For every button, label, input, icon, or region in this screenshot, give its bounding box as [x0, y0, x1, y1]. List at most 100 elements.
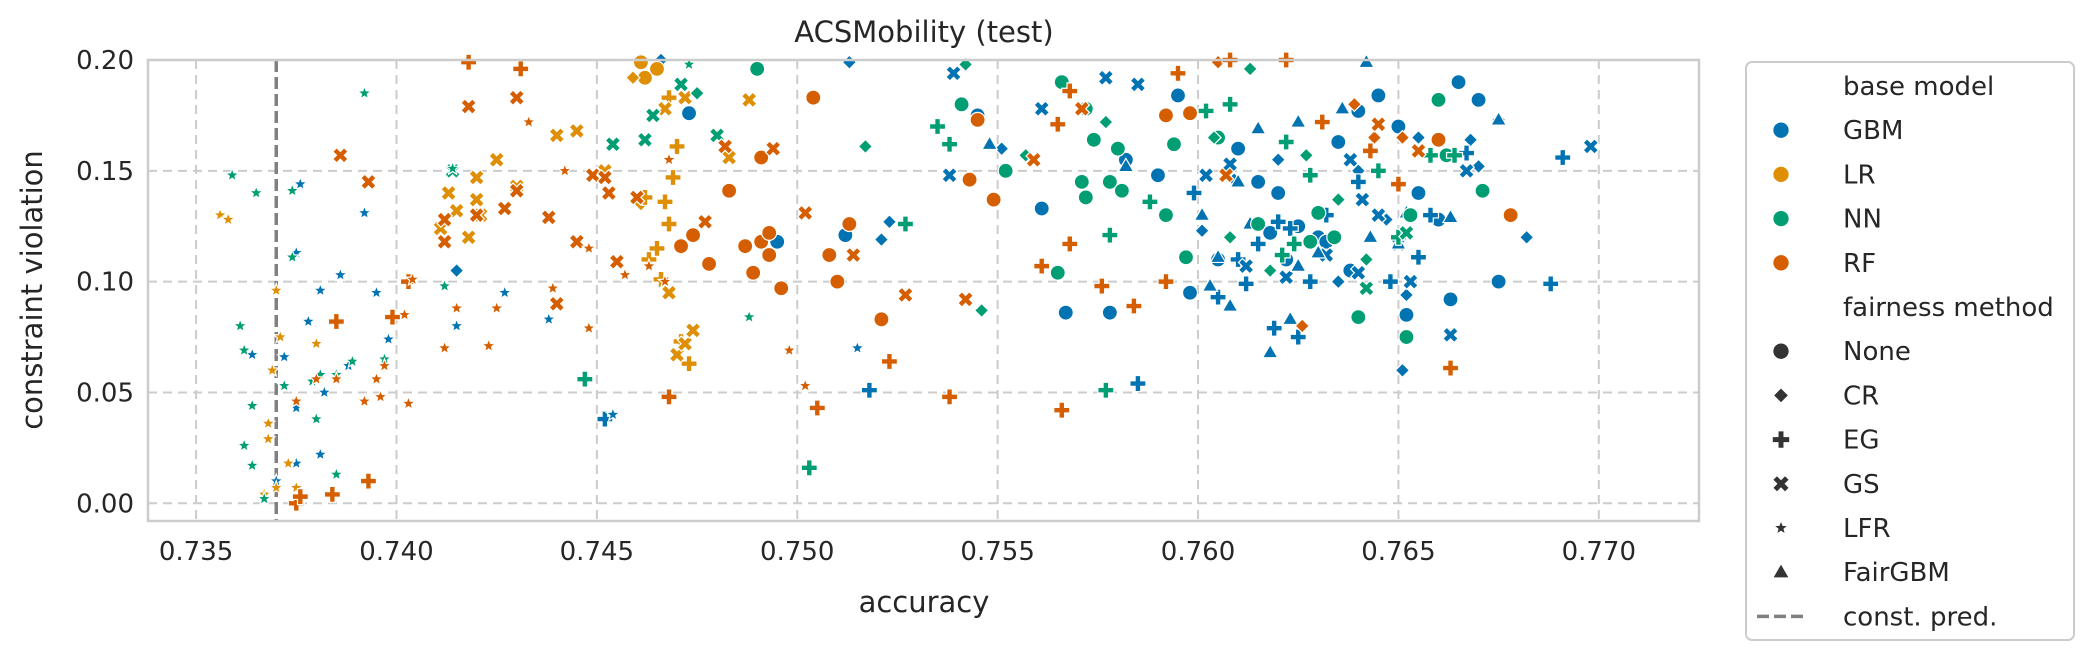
point-gbm-lfr [312, 281, 329, 298]
point-gbm-eg [596, 410, 614, 428]
point-gbm-none [1470, 91, 1487, 108]
point-gbm-none [1330, 133, 1347, 151]
legend-marker-gs [1771, 474, 1791, 494]
point-rf-none [700, 255, 718, 273]
point-gbm-eg [1301, 273, 1319, 291]
legend-marker-rf [1772, 253, 1790, 272]
point-gbm-eg [1249, 235, 1267, 253]
point-gbm-eg [1409, 248, 1428, 266]
point-nn-none [1402, 207, 1419, 224]
point-rf-none [737, 238, 754, 255]
point-gbm-eg [1185, 184, 1203, 202]
point-rf-none [745, 264, 762, 281]
point-rf-eg [1033, 257, 1051, 275]
point-nn-gs [644, 106, 662, 124]
y-axis-ticks: 0.00 0.05 0.10 0.15 0.20 [76, 46, 134, 519]
point-rf-lfr [396, 306, 413, 322]
point-rf-none [773, 280, 790, 297]
point-rf-lfr [556, 162, 574, 178]
point-nn-eg [576, 370, 594, 388]
point-gbm-gs [1129, 75, 1147, 93]
point-nn-none [1398, 328, 1415, 346]
point-rf-eg [327, 312, 345, 331]
point-nn-cr [1298, 147, 1315, 164]
point-nn-none [1326, 229, 1343, 246]
point-gbm-none [1033, 200, 1050, 217]
point-gbm-gs [1458, 162, 1476, 180]
point-nn-lfr [223, 166, 241, 183]
x-tick-label: 0.765 [1361, 537, 1435, 567]
point-nn-eg [1273, 246, 1291, 264]
point-rf-gs [1409, 142, 1427, 160]
point-gbm-cr [993, 140, 1010, 157]
point-gbm-gs [1341, 151, 1359, 169]
data-points [211, 51, 1600, 512]
point-gbm-fairgbm [1309, 243, 1327, 259]
point-rf-none [961, 171, 978, 188]
legend-marker-eg [1771, 430, 1791, 449]
point-lr-none [632, 54, 650, 71]
point-rf-none [1181, 105, 1199, 122]
point-rf-none [821, 246, 838, 264]
point-lr-gs [656, 100, 674, 118]
y-tick-label: 0.20 [76, 46, 134, 76]
point-rf-eg [1169, 64, 1187, 82]
point-lr-gs [684, 321, 702, 339]
point-nn-lfr [344, 352, 361, 369]
point-gbm-lfr [292, 175, 309, 192]
point-nn-eg [1277, 133, 1295, 151]
legend-label-none: None [1843, 337, 1911, 367]
point-gbm-eg [1129, 374, 1147, 393]
point-gbm-cr [1410, 129, 1427, 146]
point-gbm-eg [1209, 288, 1227, 306]
point-gbm-cr [1270, 151, 1287, 168]
legend-label-cr: CR [1843, 381, 1879, 411]
point-gbm-none [1057, 304, 1074, 321]
point-nn-cr [1242, 61, 1258, 77]
point-gbm-eg [860, 381, 878, 399]
point-rf-none [805, 89, 822, 106]
point-lr-lfr [259, 430, 277, 447]
point-nn-lfr [356, 84, 373, 101]
point-gbm-none [1398, 306, 1415, 323]
point-nn-gs [672, 75, 690, 93]
legend-label-nn: NN [1843, 205, 1882, 235]
point-nn-eg [1285, 235, 1303, 253]
point-rf-gs [436, 233, 454, 251]
point-rf-cr [1366, 129, 1383, 146]
point-rf-lfr [308, 370, 325, 387]
x-tick-label: 0.735 [159, 537, 233, 567]
point-rf-lfr [780, 341, 798, 358]
point-rf-none [1430, 131, 1447, 148]
point-nn-lfr [235, 341, 253, 358]
point-gbm-cr [841, 54, 858, 71]
point-gbm-eg [1269, 213, 1287, 231]
legend-marker-lr [1772, 165, 1790, 184]
point-rf-gs [844, 246, 862, 264]
point-nn-lfr [255, 490, 273, 506]
x-axis-ticks: 0.735 0.740 0.745 0.750 0.755 0.760 0.765 0.770 [159, 537, 1636, 567]
point-gbm-fairgbm [1281, 310, 1299, 326]
point-rf-none [969, 111, 986, 128]
point-nn-none [1302, 233, 1319, 250]
point-gbm-none [680, 105, 698, 122]
point-nn-none [1250, 215, 1267, 233]
point-lr-lfr [308, 335, 325, 351]
point-rf-gs [596, 168, 614, 186]
point-nn-none [1430, 91, 1447, 108]
x-tick-label: 0.740 [359, 537, 433, 567]
point-rf-gs [331, 146, 349, 164]
x-tick-label: 0.750 [760, 537, 834, 567]
legend-style-title: fairness method [1843, 293, 2054, 323]
point-gbm-none [1262, 224, 1279, 241]
point-nn-none [997, 162, 1014, 179]
point-nn-none [953, 96, 970, 113]
point-gbm-eg [1237, 275, 1255, 293]
point-lr-gs [568, 122, 586, 140]
point-gbm-gs [1349, 264, 1367, 282]
point-rf-none [1157, 107, 1175, 124]
point-rf-gs [460, 98, 478, 116]
legend-label-lr: LR [1843, 160, 1876, 190]
point-gbm-gs [945, 64, 963, 82]
point-gbm-fairgbm [1249, 119, 1267, 135]
